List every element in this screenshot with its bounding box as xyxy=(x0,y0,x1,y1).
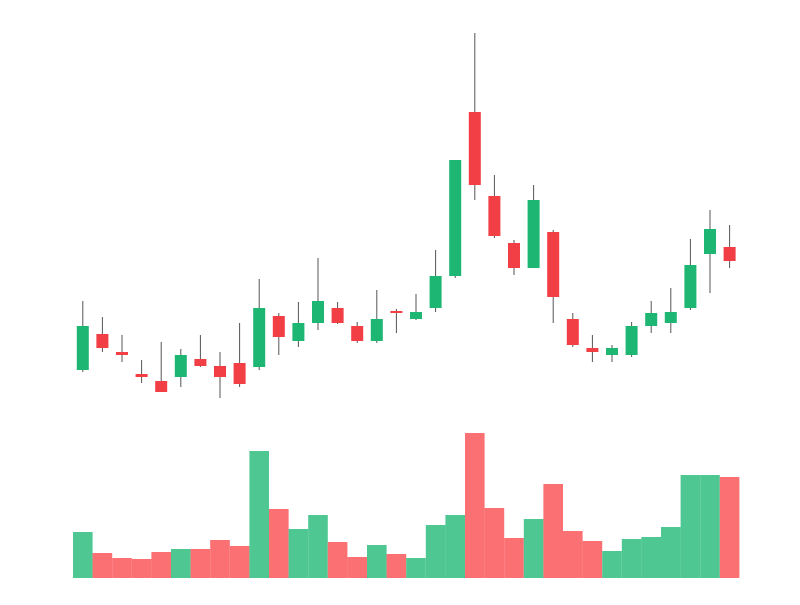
candle-body xyxy=(331,308,344,323)
candle-body xyxy=(664,312,677,323)
volume-bar xyxy=(92,553,113,578)
candle-body xyxy=(684,265,697,308)
volume-bar xyxy=(700,475,720,578)
candle-body xyxy=(625,326,638,355)
volume-bar xyxy=(719,477,740,578)
volume-bar xyxy=(543,484,563,578)
volume-bar xyxy=(465,433,485,578)
volume-bar xyxy=(367,545,387,578)
candle-body xyxy=(312,301,324,323)
volume-bar xyxy=(504,538,524,578)
volume-bar xyxy=(386,554,407,578)
candle-body xyxy=(214,366,226,377)
volume-bar xyxy=(523,519,544,578)
volume-bar xyxy=(112,558,132,578)
candle-body xyxy=(645,313,658,326)
volume-bar xyxy=(308,515,328,578)
volume-bar xyxy=(229,546,250,578)
volume-bar xyxy=(269,509,289,578)
candle-body xyxy=(76,326,89,370)
candle-body xyxy=(508,243,520,268)
volume-bar xyxy=(582,541,603,578)
volume-bar xyxy=(327,542,348,578)
candle-body xyxy=(606,348,618,355)
volume-bar xyxy=(171,549,191,578)
candle-body xyxy=(566,319,579,345)
candle-body xyxy=(351,326,364,341)
candle-body xyxy=(429,276,442,308)
candle-body xyxy=(155,381,168,392)
candle-body xyxy=(96,334,109,348)
volume-bar xyxy=(190,549,211,578)
volume-bar xyxy=(661,527,681,578)
candle-body xyxy=(135,374,148,377)
volume-bar xyxy=(131,559,152,578)
candle-body xyxy=(488,196,501,236)
volume-bar xyxy=(602,551,622,578)
candle-body xyxy=(194,359,207,366)
volume-bar xyxy=(288,529,309,578)
volume-bar xyxy=(641,537,661,578)
candle-body xyxy=(527,200,540,268)
volume-bar xyxy=(347,557,367,578)
volume-bar xyxy=(680,475,701,578)
candle-body xyxy=(723,247,736,261)
candle-body xyxy=(586,348,599,352)
candle-body xyxy=(449,160,462,276)
candle-body xyxy=(292,323,305,341)
candle-body xyxy=(547,232,560,297)
volume-bar xyxy=(445,515,465,578)
candle-body xyxy=(370,319,383,341)
candle-body xyxy=(233,363,246,384)
candle-body xyxy=(116,352,128,355)
volume-bar xyxy=(249,451,269,578)
volume-bar xyxy=(563,531,583,578)
candle-body xyxy=(468,112,481,185)
candle-body xyxy=(704,229,716,254)
candle-body xyxy=(272,316,285,337)
volume-bar xyxy=(406,558,426,578)
volume-bar xyxy=(621,539,642,578)
candle-body xyxy=(410,312,422,319)
candle-body xyxy=(390,311,403,313)
volume-bar xyxy=(484,508,505,578)
candle-body xyxy=(253,308,266,367)
candle-body xyxy=(174,355,187,377)
volume-bar xyxy=(73,532,93,578)
volume-bar xyxy=(210,540,230,578)
volume-bar xyxy=(425,525,446,578)
volume-bar xyxy=(151,552,171,578)
